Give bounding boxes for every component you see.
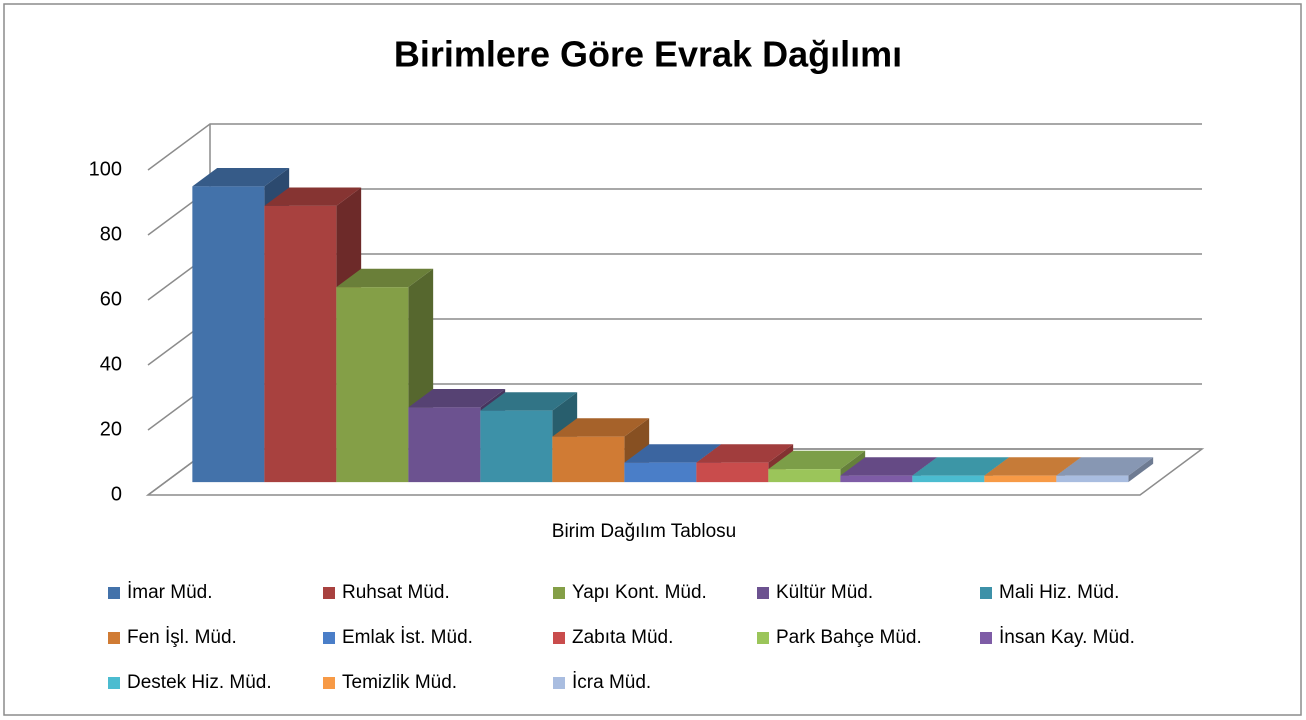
legend-swatch bbox=[553, 587, 565, 599]
bar bbox=[984, 475, 1057, 483]
legend-label: Fen İşl. Müd. bbox=[127, 627, 237, 648]
bar bbox=[192, 186, 265, 483]
legend-label: Kültür Müd. bbox=[776, 582, 873, 603]
legend-swatch bbox=[323, 677, 335, 689]
legend-label: İmar Müd. bbox=[127, 582, 213, 603]
bar-top bbox=[552, 418, 650, 437]
legend-swatch bbox=[323, 587, 335, 599]
chart-title: Birimlere Göre Evrak Dağılımı bbox=[394, 34, 902, 75]
legend-label: Zabıta Müd. bbox=[572, 627, 673, 648]
bar-top bbox=[336, 268, 434, 288]
bar bbox=[336, 287, 409, 483]
legend-swatch bbox=[553, 632, 565, 644]
bar-top bbox=[1056, 457, 1154, 476]
legend-swatch bbox=[108, 677, 120, 689]
legend-label: Ruhsat Müd. bbox=[342, 582, 450, 603]
bar bbox=[840, 475, 913, 483]
bar-top bbox=[192, 167, 290, 187]
bar bbox=[480, 410, 553, 483]
bar-top bbox=[984, 457, 1082, 476]
legend-label: Yapı Kont. Müd. bbox=[572, 582, 707, 603]
bar-top bbox=[696, 444, 794, 463]
bar bbox=[768, 469, 841, 483]
grid-line bbox=[147, 123, 1202, 171]
legend-swatch bbox=[757, 587, 769, 599]
y-tick-label: 20 bbox=[100, 418, 122, 440]
legend-label: Mali Hiz. Müd. bbox=[999, 582, 1119, 603]
bar bbox=[912, 475, 985, 483]
bar-top bbox=[624, 444, 722, 463]
legend-swatch bbox=[757, 632, 769, 644]
legend-label: İnsan Kay. Müd. bbox=[999, 627, 1135, 648]
bar bbox=[264, 205, 337, 483]
y-tick-label: 0 bbox=[111, 483, 122, 505]
bar bbox=[1056, 475, 1129, 483]
y-tick-label: 80 bbox=[100, 223, 122, 245]
bar-top bbox=[408, 388, 506, 408]
bar-top bbox=[480, 392, 578, 411]
x-tick-label: Birim Dağılım Tablosu bbox=[552, 521, 736, 542]
bar-top bbox=[768, 450, 866, 470]
bar bbox=[552, 436, 625, 483]
y-tick-label: 100 bbox=[89, 158, 122, 180]
y-tick-label: 40 bbox=[100, 353, 122, 375]
legend-swatch bbox=[108, 632, 120, 644]
bar-top bbox=[912, 457, 1010, 476]
bar bbox=[624, 462, 697, 483]
legend-swatch bbox=[108, 587, 120, 599]
legend-swatch bbox=[323, 632, 335, 644]
y-tick-label: 60 bbox=[100, 288, 122, 310]
legend-swatch bbox=[553, 677, 565, 689]
legend-label: Park Bahçe Müd. bbox=[776, 627, 922, 648]
bar bbox=[696, 462, 769, 483]
legend-label: İcra Müd. bbox=[572, 672, 651, 693]
legend-swatch bbox=[980, 587, 992, 599]
legend-label: Temizlik Müd. bbox=[342, 672, 457, 693]
legend-label: Emlak İst. Müd. bbox=[342, 627, 473, 648]
legend-swatch bbox=[980, 632, 992, 644]
bar bbox=[408, 407, 481, 483]
bar-top bbox=[264, 187, 362, 206]
bar-top bbox=[840, 457, 938, 476]
legend-label: Destek Hiz. Müd. bbox=[127, 672, 272, 693]
bar-side bbox=[1128, 457, 1154, 483]
